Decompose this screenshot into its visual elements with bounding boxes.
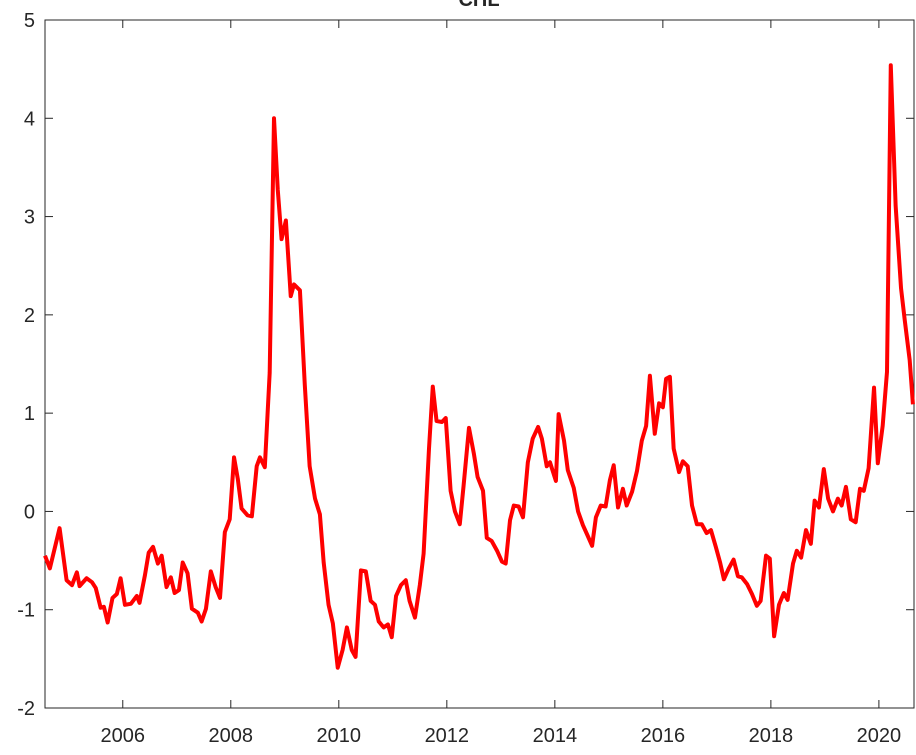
y-tick-label: 2 <box>24 305 35 327</box>
y-tick-label: 1 <box>24 403 35 425</box>
x-tick-label: 2020 <box>857 725 902 747</box>
x-tick-label: 2016 <box>641 725 686 747</box>
y-tick-label: -2 <box>17 698 35 720</box>
chart-title: CHL <box>458 0 499 11</box>
x-tick-label: 2014 <box>533 725 578 747</box>
plot-area <box>44 19 915 709</box>
x-tick-label: 2010 <box>317 725 362 747</box>
y-tick-label: 5 <box>24 10 35 32</box>
x-tick-label: 2018 <box>749 725 794 747</box>
y-tick-label: -1 <box>17 600 35 622</box>
x-tick-label: 2008 <box>209 725 254 747</box>
y-tick-label: 0 <box>24 501 35 523</box>
y-tick-label: 4 <box>24 108 35 130</box>
y-tick-label: 3 <box>24 207 35 229</box>
x-tick-label: 2006 <box>101 725 146 747</box>
line-series <box>43 63 915 670</box>
x-tick-label: 2012 <box>425 725 470 747</box>
